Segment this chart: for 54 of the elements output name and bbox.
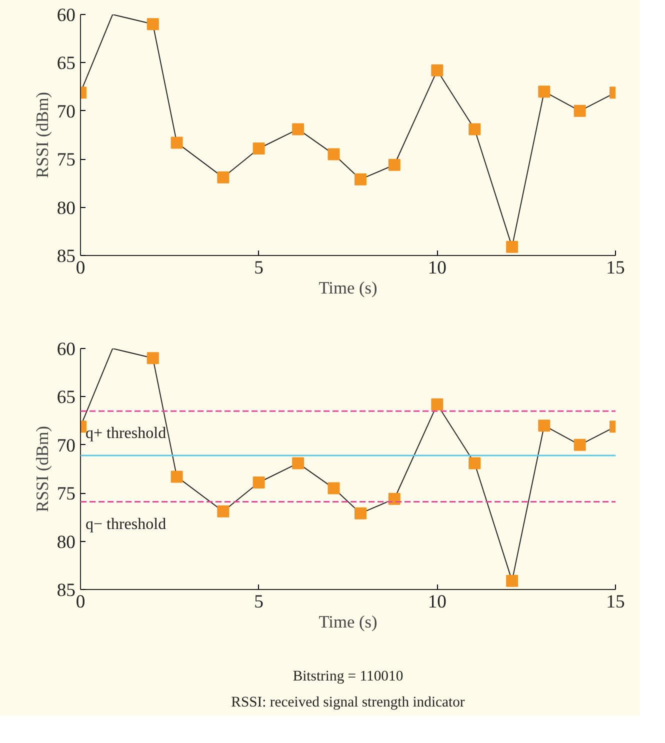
y-tick-label: 80 bbox=[56, 532, 76, 553]
text: Bitstring = 110010 bbox=[292, 668, 404, 684]
point bbox=[354, 173, 366, 186]
point bbox=[431, 398, 444, 410]
ref-line-label: q+ threshold bbox=[86, 425, 166, 442]
point bbox=[538, 420, 550, 432]
x-axis-title: Time (s) bbox=[318, 278, 378, 298]
point bbox=[328, 482, 340, 494]
point bbox=[574, 104, 586, 117]
y-tick-label: 85 bbox=[56, 246, 76, 267]
y-tick-label: 65 bbox=[56, 53, 76, 74]
x-tick-label: 15 bbox=[606, 592, 625, 612]
x-tick-label: 10 bbox=[428, 592, 446, 612]
x-tick-label: 5 bbox=[254, 592, 264, 612]
y-tick-label: 60 bbox=[56, 339, 76, 360]
x-tick-label: 5 bbox=[254, 258, 264, 278]
point bbox=[468, 123, 481, 136]
point bbox=[146, 18, 159, 30]
point bbox=[388, 492, 400, 505]
y-tick-label: 75 bbox=[56, 484, 76, 505]
x-tick-label: 10 bbox=[428, 258, 446, 278]
point bbox=[431, 64, 444, 76]
point bbox=[217, 171, 230, 184]
x-tick-label: 15 bbox=[606, 258, 625, 278]
point bbox=[252, 142, 265, 154]
point bbox=[170, 470, 183, 483]
y-tick-label: 70 bbox=[56, 435, 76, 456]
y-axis-title: RSSI (dBm) bbox=[32, 92, 52, 178]
y-axis-title: RSSI (dBm) bbox=[32, 426, 52, 512]
y-tick-label: 80 bbox=[56, 198, 76, 219]
point bbox=[252, 476, 265, 488]
point bbox=[506, 240, 518, 253]
point bbox=[170, 136, 183, 149]
point bbox=[292, 457, 304, 470]
x-tick-label: 0 bbox=[76, 592, 86, 612]
y-tick-label: 75 bbox=[56, 150, 76, 171]
point bbox=[388, 158, 400, 171]
point bbox=[146, 352, 159, 364]
point bbox=[468, 457, 481, 470]
x-axis-title: Time (s) bbox=[318, 612, 378, 632]
point bbox=[354, 507, 366, 520]
point bbox=[292, 123, 304, 136]
point bbox=[217, 505, 230, 518]
point bbox=[538, 86, 550, 98]
y-tick-label: 85 bbox=[56, 580, 76, 601]
point bbox=[506, 574, 518, 587]
text: RSSI: received signal strength indicator bbox=[231, 694, 465, 710]
y-tick-label: 60 bbox=[56, 5, 76, 26]
y-tick-label: 70 bbox=[56, 101, 76, 122]
point bbox=[574, 438, 586, 451]
point bbox=[328, 148, 340, 160]
y-tick-label: 65 bbox=[56, 387, 76, 408]
x-tick-label: 0 bbox=[76, 258, 86, 278]
ref-line-label: q− threshold bbox=[86, 516, 166, 533]
